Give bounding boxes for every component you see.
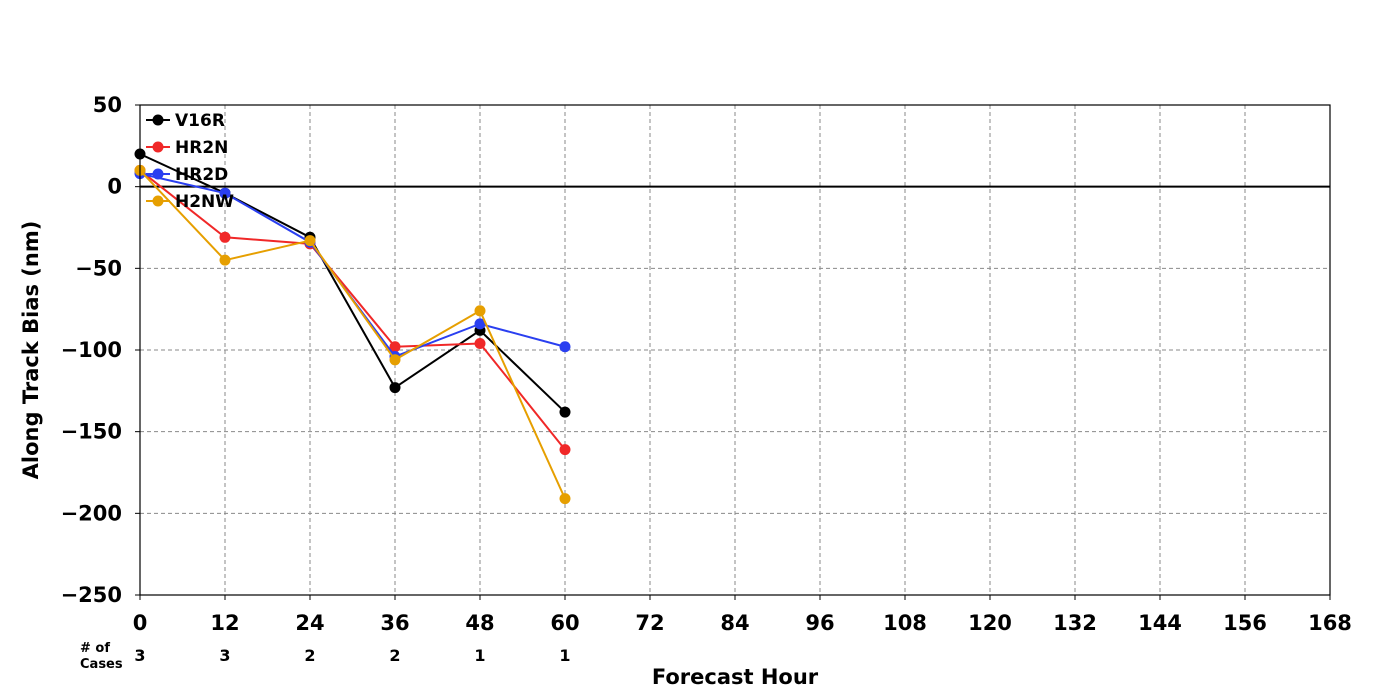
data-point <box>474 318 486 330</box>
legend-marker <box>152 114 164 126</box>
legend-item-h2nw: H2NW <box>146 192 234 212</box>
y-tick-label: −250 <box>61 583 122 607</box>
data-point <box>389 354 401 366</box>
x-tick-label: 84 <box>720 611 749 635</box>
legend-marker <box>152 141 164 153</box>
cases-value: 2 <box>304 646 315 665</box>
legend-marker <box>152 195 164 207</box>
series-line <box>139 169 566 451</box>
data-point <box>219 254 231 266</box>
data-point <box>474 337 486 349</box>
cases-value: 2 <box>389 646 400 665</box>
legend-label: V16R <box>175 111 225 131</box>
x-tick-label: 24 <box>295 611 324 635</box>
cases-value: 1 <box>559 646 570 665</box>
legend-label: HR2D <box>175 165 228 185</box>
legend: V16R HR2N HR2D H2NW <box>146 111 234 212</box>
x-tick-label: 120 <box>968 611 1012 635</box>
y-tick-label: −200 <box>61 501 122 525</box>
x-tick-label: 108 <box>883 611 927 635</box>
data-point <box>559 406 571 418</box>
series-group <box>134 148 571 505</box>
y-tick-label: 50 <box>93 93 122 117</box>
y-tick-label: −150 <box>61 420 122 444</box>
legend-item-hr2d: HR2D <box>146 165 228 185</box>
x-tick-label: 96 <box>805 611 834 635</box>
series-h2nw <box>134 164 571 505</box>
data-point <box>474 305 486 317</box>
cases-value: 1 <box>474 646 485 665</box>
y-tick-label: −100 <box>61 338 122 362</box>
cases-label-line1: # of <box>80 641 110 656</box>
data-point <box>219 231 231 243</box>
legend-marker <box>152 168 164 180</box>
x-tick-label: 168 <box>1308 611 1352 635</box>
y-tick-label: 0 <box>107 175 122 199</box>
data-point <box>389 382 401 394</box>
x-tick-label: 48 <box>465 611 494 635</box>
series-line <box>139 169 566 500</box>
y-tick-label: −50 <box>75 256 122 280</box>
data-point <box>559 493 571 505</box>
x-tick-label: 0 <box>133 611 148 635</box>
grid <box>140 105 1330 595</box>
cases-value: 3 <box>219 646 230 665</box>
data-point <box>219 187 231 199</box>
cases-row: # of Cases 3 3 2 2 1 1 <box>80 641 571 672</box>
y-tick-labels: 50 0 −50 −100 −150 −200 −250 <box>61 93 140 607</box>
legend-label: H2NW <box>175 192 234 212</box>
data-point <box>559 341 571 353</box>
x-tick-label: 60 <box>550 611 579 635</box>
x-tick-label: 72 <box>635 611 664 635</box>
x-tick-label: 132 <box>1053 611 1097 635</box>
x-tick-label: 156 <box>1223 611 1267 635</box>
legend-item-v16r: V16R <box>146 111 225 131</box>
x-tick-labels: 0 12 24 36 48 60 72 84 96 108 120 132 144 156 168 <box>133 595 1352 635</box>
x-tick-label: 36 <box>380 611 409 635</box>
legend-label: HR2N <box>175 138 228 158</box>
legend-item-hr2n: HR2N <box>146 138 228 158</box>
y-axis-title: Along Track Bias (nm) <box>19 221 43 480</box>
series-v16r <box>134 148 571 418</box>
data-point <box>389 341 401 353</box>
x-tick-label: 144 <box>1138 611 1182 635</box>
x-tick-label: 12 <box>210 611 239 635</box>
cases-label-line2: Cases <box>80 657 123 672</box>
data-point <box>304 235 316 247</box>
x-axis-title: Forecast Hour <box>652 665 819 689</box>
cases-value: 3 <box>134 646 145 665</box>
data-point <box>559 444 571 456</box>
